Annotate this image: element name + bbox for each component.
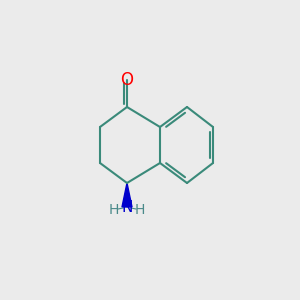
Text: H: H (135, 203, 145, 217)
Text: O: O (121, 71, 134, 89)
Text: N: N (121, 200, 133, 214)
Text: H: H (109, 203, 119, 217)
Polygon shape (122, 183, 132, 207)
